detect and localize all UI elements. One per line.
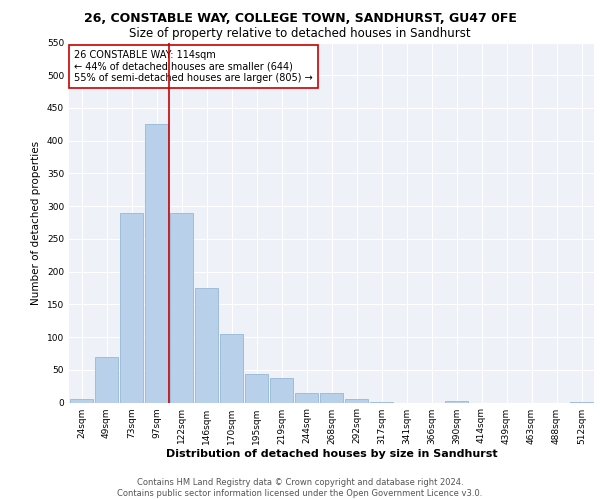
Bar — [295, 392, 318, 402]
Text: 26 CONSTABLE WAY: 114sqm
← 44% of detached houses are smaller (644)
55% of semi-: 26 CONSTABLE WAY: 114sqm ← 44% of detach… — [74, 50, 313, 83]
Bar — [445, 401, 468, 402]
Bar — [345, 399, 368, 402]
Bar — [270, 378, 293, 402]
Bar — [95, 356, 118, 403]
Bar — [70, 399, 93, 402]
Text: 26, CONSTABLE WAY, COLLEGE TOWN, SANDHURST, GU47 0FE: 26, CONSTABLE WAY, COLLEGE TOWN, SANDHUR… — [83, 12, 517, 26]
X-axis label: Distribution of detached houses by size in Sandhurst: Distribution of detached houses by size … — [166, 450, 497, 460]
Y-axis label: Number of detached properties: Number of detached properties — [31, 140, 41, 304]
Bar — [320, 392, 343, 402]
Text: Contains HM Land Registry data © Crown copyright and database right 2024.
Contai: Contains HM Land Registry data © Crown c… — [118, 478, 482, 498]
Text: Size of property relative to detached houses in Sandhurst: Size of property relative to detached ho… — [129, 28, 471, 40]
Bar — [195, 288, 218, 403]
Bar — [120, 212, 143, 402]
Bar — [170, 212, 193, 402]
Bar — [245, 374, 268, 402]
Bar — [220, 334, 243, 402]
Bar — [145, 124, 168, 402]
